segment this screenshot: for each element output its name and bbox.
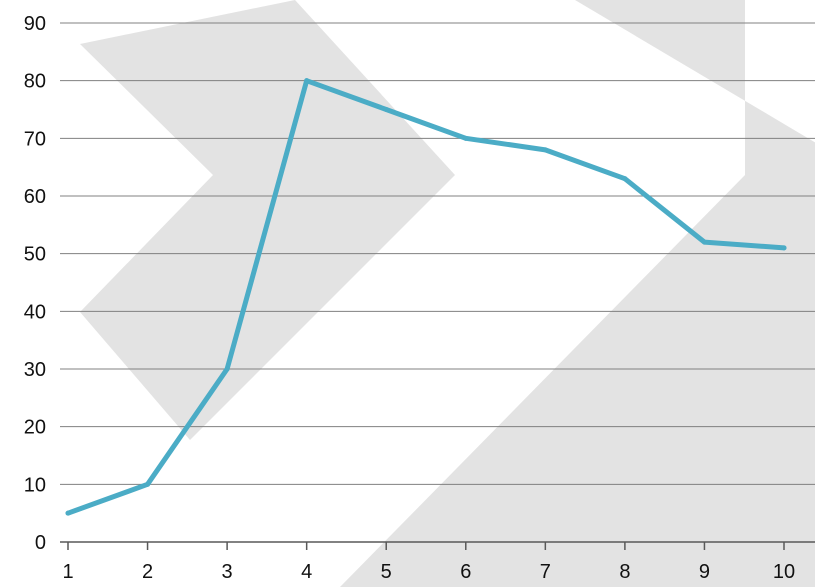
y-tick-label: 70 [24,128,46,150]
y-tick-label: 60 [24,186,46,208]
data-point [781,245,787,251]
data-point [463,135,469,141]
x-tick-label: 4 [301,561,312,583]
y-tick-label: 50 [24,244,46,266]
x-axis: 1 2 3 4 5 6 7 8 9 10 [62,542,795,583]
data-point [701,239,707,245]
data-point [542,147,548,153]
data-point [224,366,230,372]
watermark-chevron-right [340,0,815,587]
x-tick-label: 10 [773,561,795,583]
data-point [622,176,628,182]
series-group [65,78,787,516]
data-point [383,107,389,112]
background-watermark [80,0,815,587]
gridlines [60,22,815,543]
data-point [65,510,71,516]
x-tick-label: 7 [540,561,551,583]
data-point [304,78,310,84]
x-tick-label: 1 [62,561,73,583]
y-tick-label: 30 [24,359,46,381]
y-tick-label: 90 [24,13,46,35]
y-tick-label: 10 [24,474,46,496]
x-tick-label: 5 [381,561,392,583]
x-tick-label: 8 [619,561,630,583]
data-point [145,481,151,487]
series-line [65,78,787,516]
x-tick-label: 2 [142,561,153,583]
y-tick-label: 80 [24,71,46,93]
y-tick-label: 0 [35,532,46,554]
y-tick-label: 40 [24,301,46,323]
x-tick-label: 3 [222,561,233,583]
y-tick-label: 20 [24,417,46,439]
x-tick-label: 6 [460,561,471,583]
y-axis: 0 10 20 30 40 50 60 70 80 90 [24,13,46,554]
x-tick-label: 9 [699,561,710,583]
